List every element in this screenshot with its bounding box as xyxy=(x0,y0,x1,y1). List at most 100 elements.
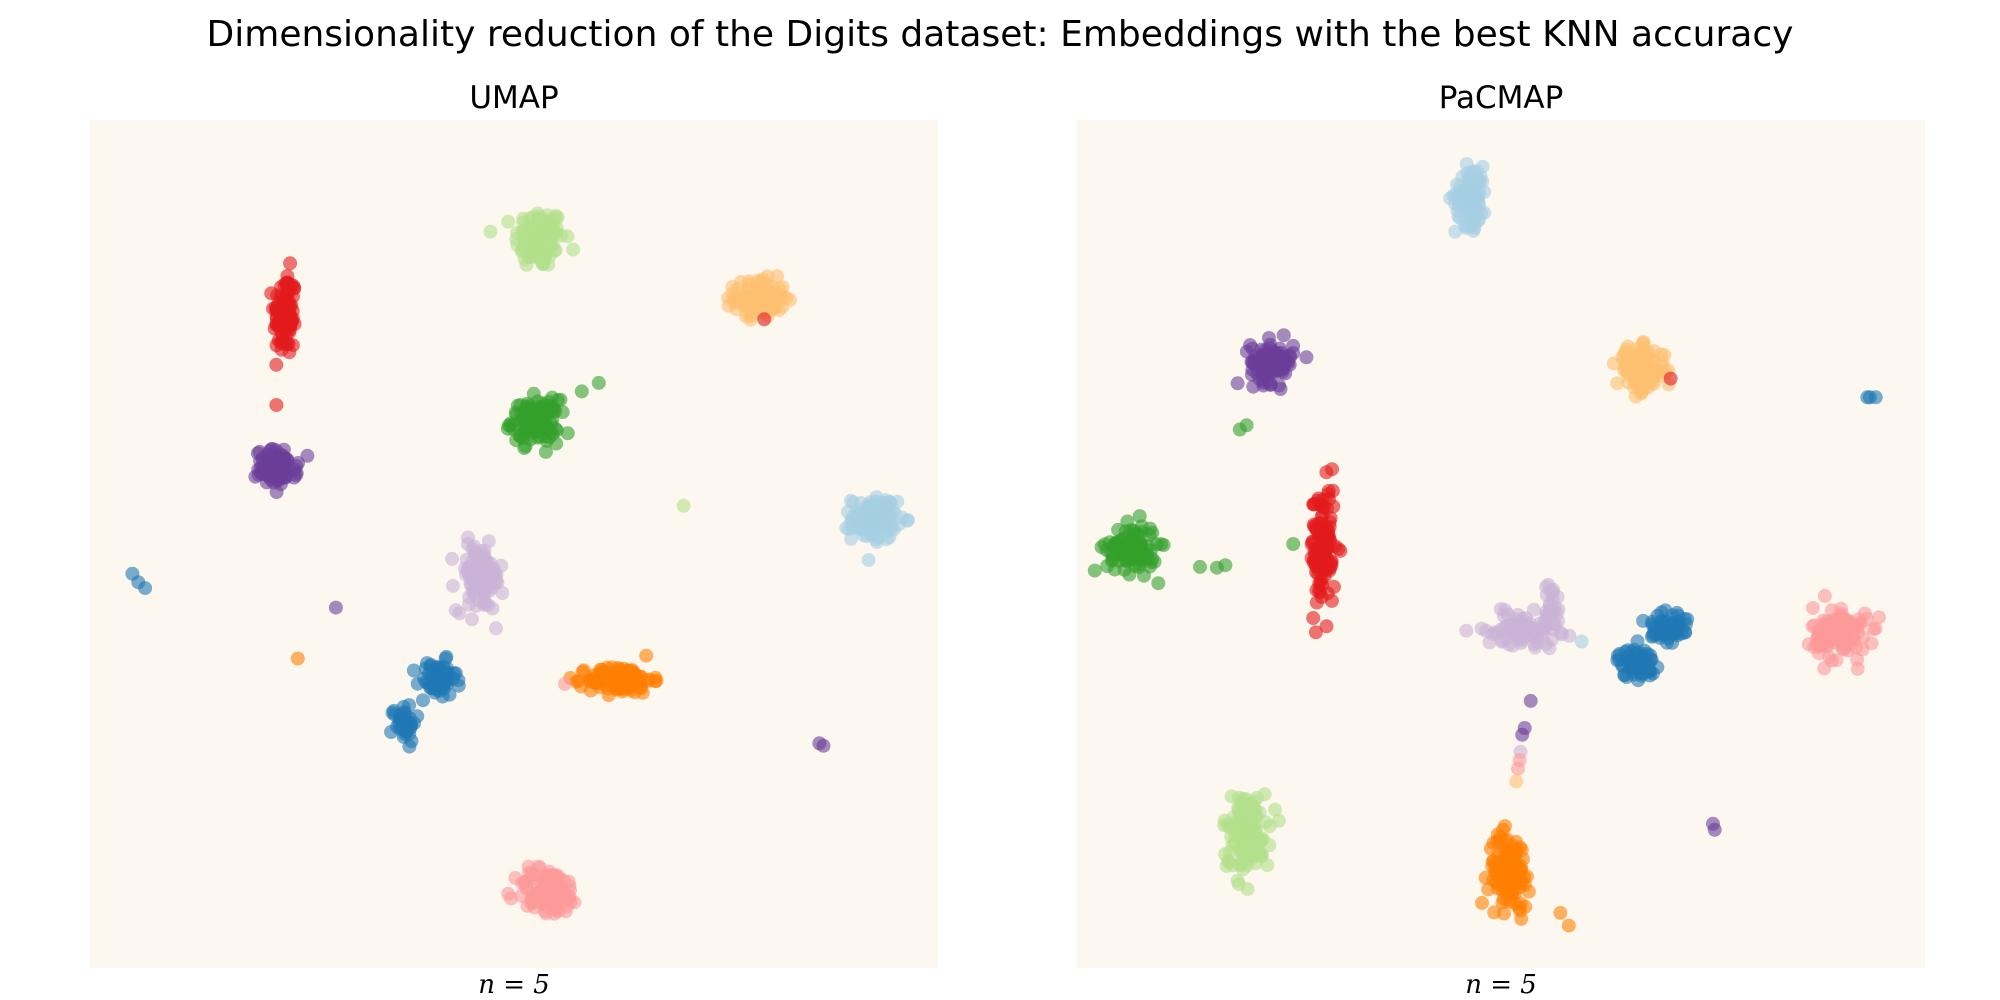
scatter-point xyxy=(1628,389,1643,404)
scatter-point xyxy=(518,237,533,252)
scatter-point xyxy=(291,456,305,470)
scatter-point xyxy=(483,224,498,239)
scatter-point xyxy=(276,311,291,325)
scatter-point xyxy=(263,472,278,487)
scatter-point xyxy=(574,384,589,399)
scatter-point xyxy=(1314,590,1329,604)
scatter-point xyxy=(1487,905,1502,920)
scatter-point xyxy=(1541,577,1556,592)
scatter-point xyxy=(1670,605,1685,620)
scatter-point xyxy=(1515,727,1530,742)
scatter-point xyxy=(533,231,548,246)
scatter-point xyxy=(1268,802,1282,817)
scatter-point xyxy=(526,892,541,907)
scatter-point xyxy=(1317,544,1332,559)
scatter-point xyxy=(1663,371,1678,386)
scatter-point xyxy=(1254,847,1269,862)
scatter-point xyxy=(1631,673,1646,688)
scatter-point xyxy=(1610,376,1625,391)
scatter-point xyxy=(540,403,554,418)
scatter-point xyxy=(867,524,882,539)
scatter-point xyxy=(733,274,748,289)
scatter-point xyxy=(1835,621,1850,636)
scatter-point xyxy=(676,498,691,513)
scatter-point xyxy=(285,338,300,353)
scatter-point xyxy=(1561,918,1576,933)
scatter-point xyxy=(501,214,516,229)
scatter-point xyxy=(1864,636,1879,651)
pacmap-panel-title: PaCMAP xyxy=(1438,80,1564,116)
scatter-point xyxy=(515,876,530,891)
scatter-point xyxy=(1849,640,1863,655)
scatter-point xyxy=(543,869,557,884)
scatter-point xyxy=(1528,640,1542,655)
scatter-point xyxy=(1513,871,1528,886)
scatter-point xyxy=(280,269,295,283)
scatter-point xyxy=(264,442,279,457)
scatter-point xyxy=(1262,331,1276,345)
scatter-point xyxy=(1459,157,1474,171)
plot-background xyxy=(90,120,938,968)
scatter-point xyxy=(1256,373,1271,388)
scatter-point xyxy=(1805,601,1820,615)
scatter-point xyxy=(649,673,664,688)
scatter-point xyxy=(270,300,285,315)
scatter-point xyxy=(1820,614,1835,629)
scatter-point xyxy=(1509,774,1524,789)
scatter-point xyxy=(1629,652,1644,667)
scatter-point xyxy=(1492,833,1507,848)
scatter-point xyxy=(1087,563,1102,578)
scatter-point xyxy=(861,553,876,567)
scatter-point xyxy=(1532,623,1547,638)
scatter-point xyxy=(1505,838,1520,853)
scatter-point xyxy=(445,578,460,593)
scatter-point xyxy=(1225,838,1240,853)
scatter-point xyxy=(1639,376,1654,391)
scatter-point xyxy=(410,676,425,691)
scatter-point xyxy=(1491,881,1505,896)
scatter-point xyxy=(1550,590,1565,604)
scatter-point xyxy=(770,269,785,284)
scatter-point xyxy=(1658,628,1673,643)
scatter-point xyxy=(1467,171,1482,186)
scatter-point xyxy=(1193,559,1207,574)
scatter-point xyxy=(1680,612,1695,627)
pacmap-panel: PaCMAP n = 5 xyxy=(1077,78,1925,1000)
scatter-point xyxy=(1100,559,1115,574)
scatter-point xyxy=(1618,345,1633,360)
scatter-point xyxy=(1707,822,1722,837)
scatter-point xyxy=(1286,537,1301,551)
scatter-point xyxy=(1271,813,1286,828)
scatter-point xyxy=(1261,358,1276,373)
scatter-point xyxy=(1274,345,1289,360)
scatter-point xyxy=(772,290,787,305)
scatter-point xyxy=(1254,833,1269,848)
scatter-point xyxy=(878,493,893,508)
scatter-point xyxy=(562,879,577,894)
scatter-point xyxy=(611,661,626,675)
scatter-point xyxy=(1276,361,1291,376)
scatter-point xyxy=(289,466,304,481)
scatter-point xyxy=(1299,350,1314,365)
scatter-point xyxy=(276,442,291,457)
scatter-point xyxy=(1475,895,1489,910)
scatter-point xyxy=(290,651,305,666)
scatter-point xyxy=(1322,556,1337,571)
scatter-point xyxy=(569,674,584,689)
scatter-point xyxy=(534,881,549,896)
scatter-point xyxy=(1811,630,1826,645)
scatter-point xyxy=(1469,198,1483,212)
scatter-point xyxy=(1553,905,1568,920)
scatter-point xyxy=(538,444,553,459)
scatter-point xyxy=(539,221,554,236)
scatter-point xyxy=(478,551,493,566)
scatter-point xyxy=(256,454,270,468)
scatter-point xyxy=(530,430,545,445)
scatter-point xyxy=(591,375,606,390)
scatter-point xyxy=(1650,660,1665,675)
scatter-point xyxy=(729,302,744,317)
scatter-point xyxy=(1151,576,1166,591)
scatter-point xyxy=(1801,637,1816,652)
scatter-point xyxy=(539,906,554,921)
scatter-point xyxy=(1628,370,1643,385)
